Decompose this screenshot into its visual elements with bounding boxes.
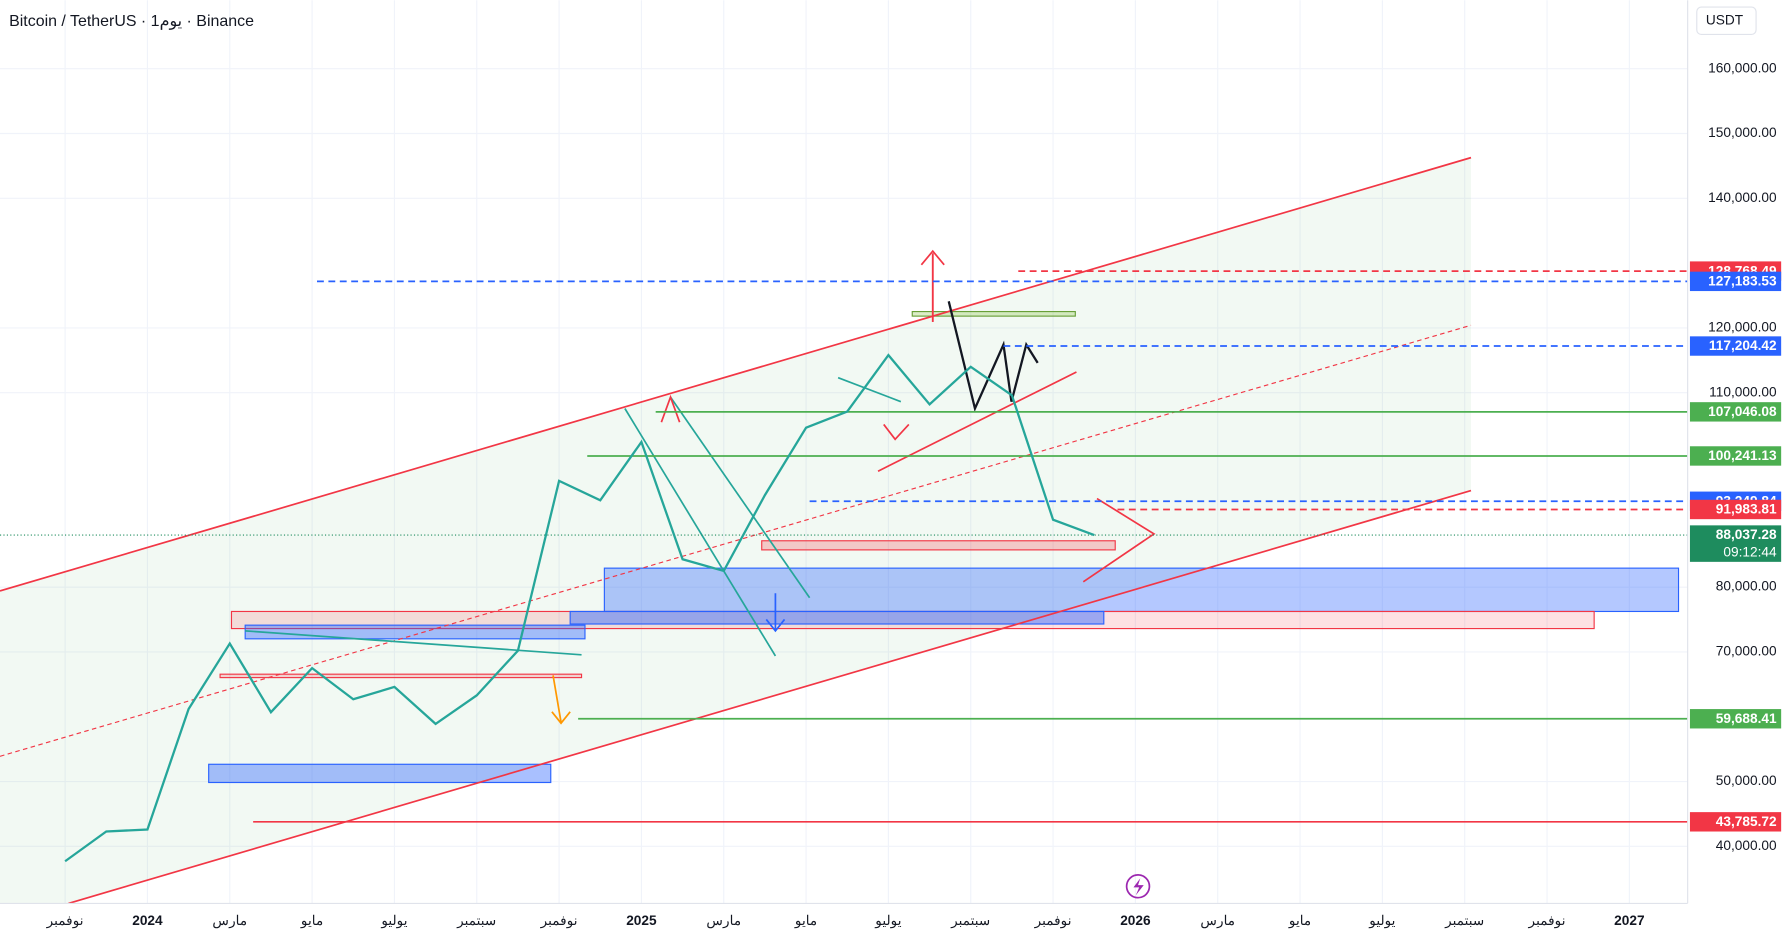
arrow bbox=[660, 394, 681, 423]
zone bbox=[761, 540, 1116, 551]
price-label: 91,983.81 bbox=[1716, 502, 1777, 517]
price-label-box bbox=[1689, 402, 1782, 422]
x-tick-label: سبتمبر bbox=[1444, 913, 1484, 929]
grid bbox=[0, 0, 1688, 904]
price-label-box bbox=[1689, 271, 1782, 292]
price-label: 59,688.41 bbox=[1716, 711, 1777, 726]
price-label: 88,037.28 bbox=[1716, 527, 1777, 542]
x-tick-label: 2024 bbox=[132, 913, 163, 928]
x-tick-label: مايو bbox=[794, 913, 817, 929]
price-label: 117,204.42 bbox=[1709, 338, 1777, 353]
zone bbox=[569, 610, 1105, 625]
x-tick-label: يوليو bbox=[380, 913, 407, 929]
price-axis bbox=[1687, 0, 1788, 939]
triangle bbox=[1082, 497, 1156, 583]
x-tick-label: مايو bbox=[1288, 913, 1311, 929]
x-tick-label: 2026 bbox=[1120, 913, 1151, 928]
y-tick-label: 70,000.00 bbox=[1716, 644, 1777, 659]
price-label-box bbox=[1689, 336, 1782, 356]
zone bbox=[208, 763, 552, 784]
trend-line bbox=[877, 371, 1077, 472]
arrow bbox=[765, 593, 786, 633]
event-icon[interactable] bbox=[1125, 874, 1151, 899]
x-tick-label: نوفمبر bbox=[1034, 913, 1072, 929]
price-label: 43,785.72 bbox=[1716, 814, 1777, 829]
y-tick-label: 140,000.00 bbox=[1708, 190, 1777, 205]
x-tick-label: سبتمبر bbox=[456, 913, 496, 929]
price-label-box bbox=[1689, 812, 1782, 832]
channel-mid bbox=[0, 324, 1472, 757]
price-label-box bbox=[1689, 499, 1782, 520]
trend-line bbox=[837, 376, 902, 403]
arrow bbox=[551, 675, 571, 725]
chart-title: Bitcoin / TetherUS · 1يوم · Binance bbox=[9, 13, 254, 30]
zone bbox=[911, 310, 1076, 317]
axes: 40,000.00 50,000.00 70,000.00 80,000.00 110,… bbox=[46, 60, 1782, 929]
zones bbox=[208, 310, 1680, 784]
price-label: 100,241.13 bbox=[1708, 448, 1777, 463]
countdown: 09:12:44 bbox=[1723, 544, 1777, 559]
drawings bbox=[0, 156, 1472, 905]
arrow bbox=[883, 423, 910, 441]
trend-line bbox=[669, 396, 811, 599]
x-tick-label: سبتمبر bbox=[950, 913, 990, 929]
x-tick-label: 2025 bbox=[626, 913, 657, 928]
y-tick-label: 160,000.00 bbox=[1708, 60, 1777, 75]
y-tick-label: 110,000.00 bbox=[1709, 384, 1777, 399]
pattern bbox=[947, 301, 1039, 412]
channel-upper bbox=[0, 156, 1472, 592]
price-label-box bbox=[1689, 446, 1782, 466]
price-label: 107,046.08 bbox=[1708, 404, 1777, 419]
x-tick-label: مارس bbox=[212, 913, 247, 929]
x-tick-label: مايو bbox=[300, 913, 323, 929]
x-tick-label: يوليو bbox=[1368, 913, 1395, 929]
trend-line bbox=[624, 408, 777, 657]
y-tick-label: 40,000.00 bbox=[1716, 838, 1777, 853]
currency-box[interactable] bbox=[1696, 6, 1757, 36]
levels bbox=[0, 270, 1688, 823]
price-line bbox=[64, 353, 1095, 863]
price-label-box bbox=[1689, 525, 1782, 562]
plot bbox=[64, 353, 1095, 863]
arrow bbox=[920, 249, 945, 322]
zone bbox=[219, 673, 583, 679]
x-tick-label: نوفمبر bbox=[540, 913, 578, 929]
zone bbox=[244, 624, 586, 640]
y-tick-label: 80,000.00 bbox=[1716, 579, 1777, 594]
time-axis bbox=[0, 903, 1788, 939]
x-tick-label: نوفمبر bbox=[1528, 913, 1566, 929]
zone bbox=[603, 567, 1680, 613]
price-label-box bbox=[1689, 709, 1782, 729]
x-tick-label: 2027 bbox=[1614, 913, 1644, 928]
y-tick-label: 150,000.00 bbox=[1708, 125, 1777, 140]
price-label: 127,183.53 bbox=[1708, 274, 1777, 289]
event-icon-bolt bbox=[1133, 878, 1144, 896]
y-tick-label: 120,000.00 bbox=[1708, 320, 1777, 335]
x-tick-label: نوفمبر bbox=[46, 913, 84, 929]
trend-line bbox=[245, 630, 582, 656]
x-tick-label: يوليو bbox=[874, 913, 901, 929]
channel-lower bbox=[68, 489, 1472, 905]
currency: USDT bbox=[1706, 12, 1744, 27]
x-tick-label: مارس bbox=[1200, 913, 1235, 929]
y-tick-label: 50,000.00 bbox=[1716, 773, 1777, 788]
x-tick-label: مارس bbox=[706, 913, 741, 929]
channel-fill bbox=[0, 157, 1471, 904]
